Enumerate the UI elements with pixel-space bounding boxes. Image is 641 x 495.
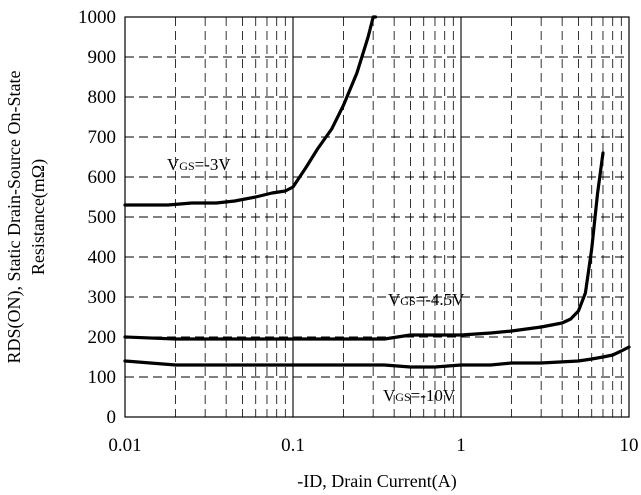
- x-tick-label: 10: [620, 435, 639, 456]
- series-label-vgs-3v: VGS=-3V: [167, 155, 231, 174]
- grid: [125, 17, 629, 417]
- y-tick-label: 300: [88, 287, 117, 308]
- y-tick-label: 900: [88, 47, 117, 68]
- y-tick-label: 200: [88, 327, 117, 348]
- series-label-vgs-4-5v: VGS=-4.5V: [388, 290, 465, 309]
- series-line-1: [123, 151, 605, 341]
- y-axis-title-line2: Resistance(mΩ): [28, 159, 49, 275]
- y-tick-label: 400: [88, 247, 117, 268]
- series-lines: [123, 15, 631, 369]
- y-tick-label: 0: [107, 407, 117, 428]
- y-tick-label: 100: [88, 367, 117, 388]
- x-tick-label: 0.1: [281, 435, 305, 456]
- x-tick-label: 1: [456, 435, 466, 456]
- x-axis-title: -ID, Drain Current(A): [297, 471, 456, 492]
- x-tick-label: 0.01: [108, 435, 141, 456]
- series-line-2: [123, 345, 631, 369]
- tick-labels: 0 100 200 300 400 500 600 700 800 900 1000 0.01 0.1 1…: [78, 7, 639, 456]
- y-tick-label: 800: [88, 87, 117, 108]
- y-tick-label: 600: [88, 167, 117, 188]
- y-axis-title-line1: RDS(ON), Static Drain-Source On-State: [4, 71, 25, 364]
- y-tick-label: 500: [88, 207, 117, 228]
- series-label-vgs-10v: VGS=-10V: [383, 386, 456, 405]
- y-tick-label: 1000: [78, 7, 116, 28]
- series-line-0: [123, 15, 378, 207]
- y-tick-label: 700: [88, 127, 117, 148]
